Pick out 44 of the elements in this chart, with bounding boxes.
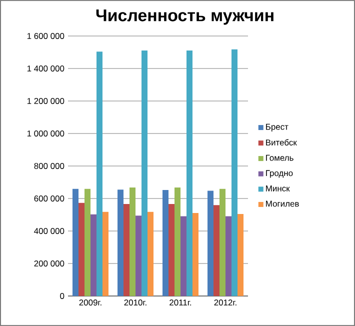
legend-label: Брест: [266, 124, 288, 132]
bar: [124, 204, 130, 296]
x-tick-label: 2011г.: [170, 300, 192, 306]
x-tick-label: 2010г.: [124, 300, 146, 306]
bar: [72, 188, 78, 296]
legend-label: Гомель: [266, 154, 294, 161]
bar: [231, 49, 238, 296]
y-tick-label: 600 000: [34, 196, 64, 202]
bar: [90, 214, 96, 296]
bar: [237, 214, 244, 296]
bar: [142, 50, 148, 296]
bar: [186, 50, 192, 296]
bar: [118, 190, 124, 296]
y-tick-label: 1 400 000: [27, 66, 64, 72]
bar: [102, 212, 108, 296]
bar: [174, 187, 180, 296]
bar: [162, 190, 168, 296]
bar: [192, 212, 198, 296]
bar: [84, 188, 90, 296]
bar: [148, 212, 154, 296]
y-tick-label: 800 000: [34, 163, 64, 169]
y-tick-label: 200 000: [34, 260, 64, 266]
bar: [207, 190, 214, 296]
bar: [130, 187, 136, 296]
y-tick-label: 1 000 000: [27, 130, 64, 136]
bar: [225, 216, 232, 296]
x-tick-label: 2009г.: [79, 300, 102, 306]
y-tick-label: 1 600 000: [27, 33, 64, 39]
legend-label: Гродно: [266, 170, 293, 178]
y-tick-label: 1 200 000: [27, 98, 64, 104]
legend-label: Витебск: [266, 139, 297, 146]
y-tick-label: 0: [60, 293, 64, 299]
bar: [219, 188, 226, 296]
bar: [136, 216, 142, 296]
y-tick-label: 400 000: [34, 228, 64, 234]
legend-label: Могилев: [266, 200, 299, 207]
bar: [96, 52, 102, 296]
x-tick-label: 2012г.: [214, 300, 236, 306]
chart-title: Численность мужчин: [96, 10, 274, 25]
bar: [213, 205, 220, 296]
legend-label: Минск: [266, 185, 290, 192]
bar: [180, 216, 186, 296]
bar: [168, 204, 174, 296]
bar: [78, 202, 84, 296]
